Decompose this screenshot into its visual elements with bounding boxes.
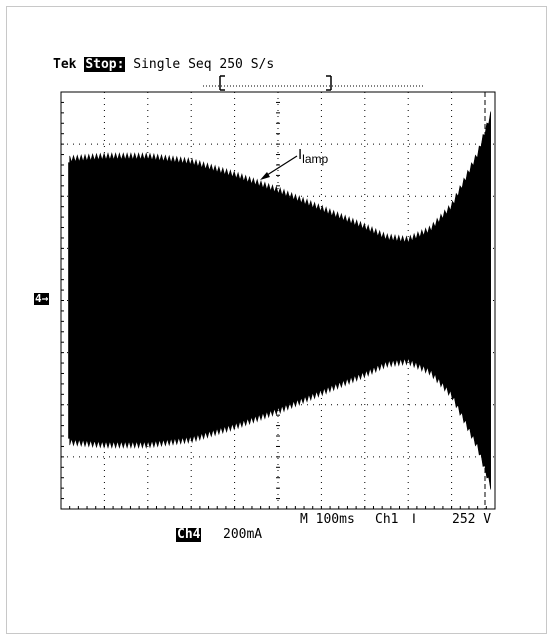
ch4-current-trace xyxy=(69,111,491,490)
channel-badge: Ch4 xyxy=(176,527,202,542)
figure-frame xyxy=(6,6,547,634)
run-state-badge: Stop: xyxy=(84,57,126,72)
falling-edge-icon: ⵏ xyxy=(412,512,416,527)
scope-status-bar: Tek Stop: Single Seq 250 S/s xyxy=(53,57,275,72)
brand-label: Tek xyxy=(53,57,77,72)
annotation-arrowhead xyxy=(260,172,270,180)
vertical-scale: 200mA xyxy=(223,527,263,542)
channel-ground-marker: 4→ xyxy=(34,292,50,305)
annotation-sub: lamp xyxy=(302,152,329,166)
acquisition-mode: Single Seq xyxy=(133,57,212,72)
trigger-source: Ch1 xyxy=(375,512,399,527)
trigger-level: 252 V xyxy=(452,512,492,527)
annotation-main: I xyxy=(298,146,303,163)
trace-annotation: Ilamp xyxy=(298,146,328,166)
sample-rate: 250 S/s xyxy=(219,57,275,72)
timebase-readout: M 100ms xyxy=(300,512,355,527)
annotation-arrow xyxy=(263,155,298,178)
